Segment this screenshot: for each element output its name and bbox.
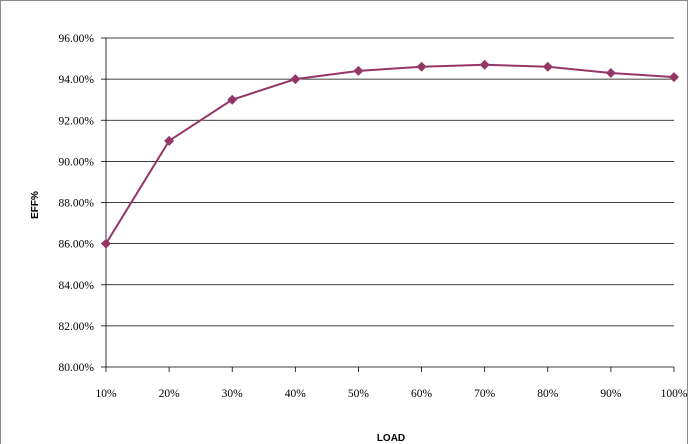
y-tick-labels: 80.00% 82.00% 84.00% 86.00% 88.00% 90.00% 92.0… (59, 33, 95, 374)
y-tick-label: 82.00% (59, 321, 95, 333)
y-tick-label: 80.00% (59, 362, 95, 374)
data-point (542, 61, 553, 72)
y-tick-label: 96.00% (59, 33, 95, 45)
y-tick-label: 90.00% (59, 156, 95, 168)
x-axis-title: LOAD (377, 433, 405, 444)
data-point (605, 67, 616, 78)
x-tick-label: 40% (285, 388, 307, 400)
x-tick-label: 100% (661, 388, 688, 400)
y-axis-title: EFF% (30, 191, 41, 219)
data-point (101, 238, 111, 249)
data-point (353, 65, 364, 76)
x-tick-label: 30% (222, 388, 244, 400)
y-tick-label: 94.00% (59, 74, 95, 86)
x-tick-label: 60% (411, 388, 433, 400)
x-tick-label: 80% (537, 388, 559, 400)
series-markers (101, 59, 679, 249)
x-tick-label: 50% (348, 388, 370, 400)
series-line (105, 63, 675, 245)
x-tick-labels: 10% 20% 30% 40% 50% 60% 70% 80% 90% 100% (95, 388, 687, 400)
data-point (164, 135, 175, 146)
x-tick-label: 90% (600, 388, 622, 400)
axes (105, 38, 675, 372)
y-tick-label: 88.00% (59, 198, 95, 210)
data-point (416, 61, 427, 72)
y-tick-label: 86.00% (59, 239, 95, 251)
y-tick-label: 92.00% (59, 115, 95, 127)
y-tick-label: 84.00% (59, 280, 95, 292)
x-tick-label: 70% (474, 388, 496, 400)
data-point (227, 94, 238, 105)
data-point (290, 74, 301, 85)
data-point (669, 72, 679, 83)
x-tick-label: 20% (159, 388, 181, 400)
data-point (479, 59, 490, 70)
x-tick-label: 10% (95, 388, 117, 400)
